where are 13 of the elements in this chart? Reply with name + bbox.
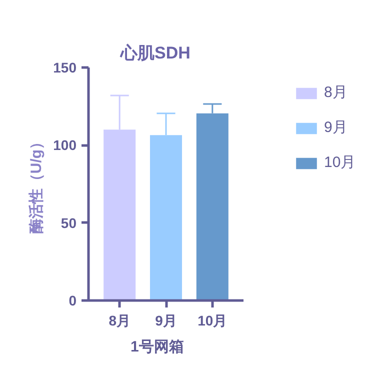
y-axis-title: 酶活性（U/g）: [28, 134, 46, 234]
legend-label: 10月: [324, 153, 356, 172]
legend-label: 8月: [324, 83, 348, 102]
x-tick-label: 9月: [155, 312, 177, 328]
x-axis-title: 1号网箱: [130, 338, 184, 356]
y-tick-label: 100: [53, 137, 77, 154]
legend-label: 9月: [324, 118, 348, 137]
y-tick-label: 0: [68, 292, 77, 308]
y-tick-label: 50: [60, 214, 77, 231]
chart-title: 心肌SDH: [120, 44, 190, 62]
x-tick-label: 10月: [198, 312, 228, 328]
x-tick-label: 8月: [108, 312, 130, 328]
y-tick-label: 150: [53, 60, 77, 76]
